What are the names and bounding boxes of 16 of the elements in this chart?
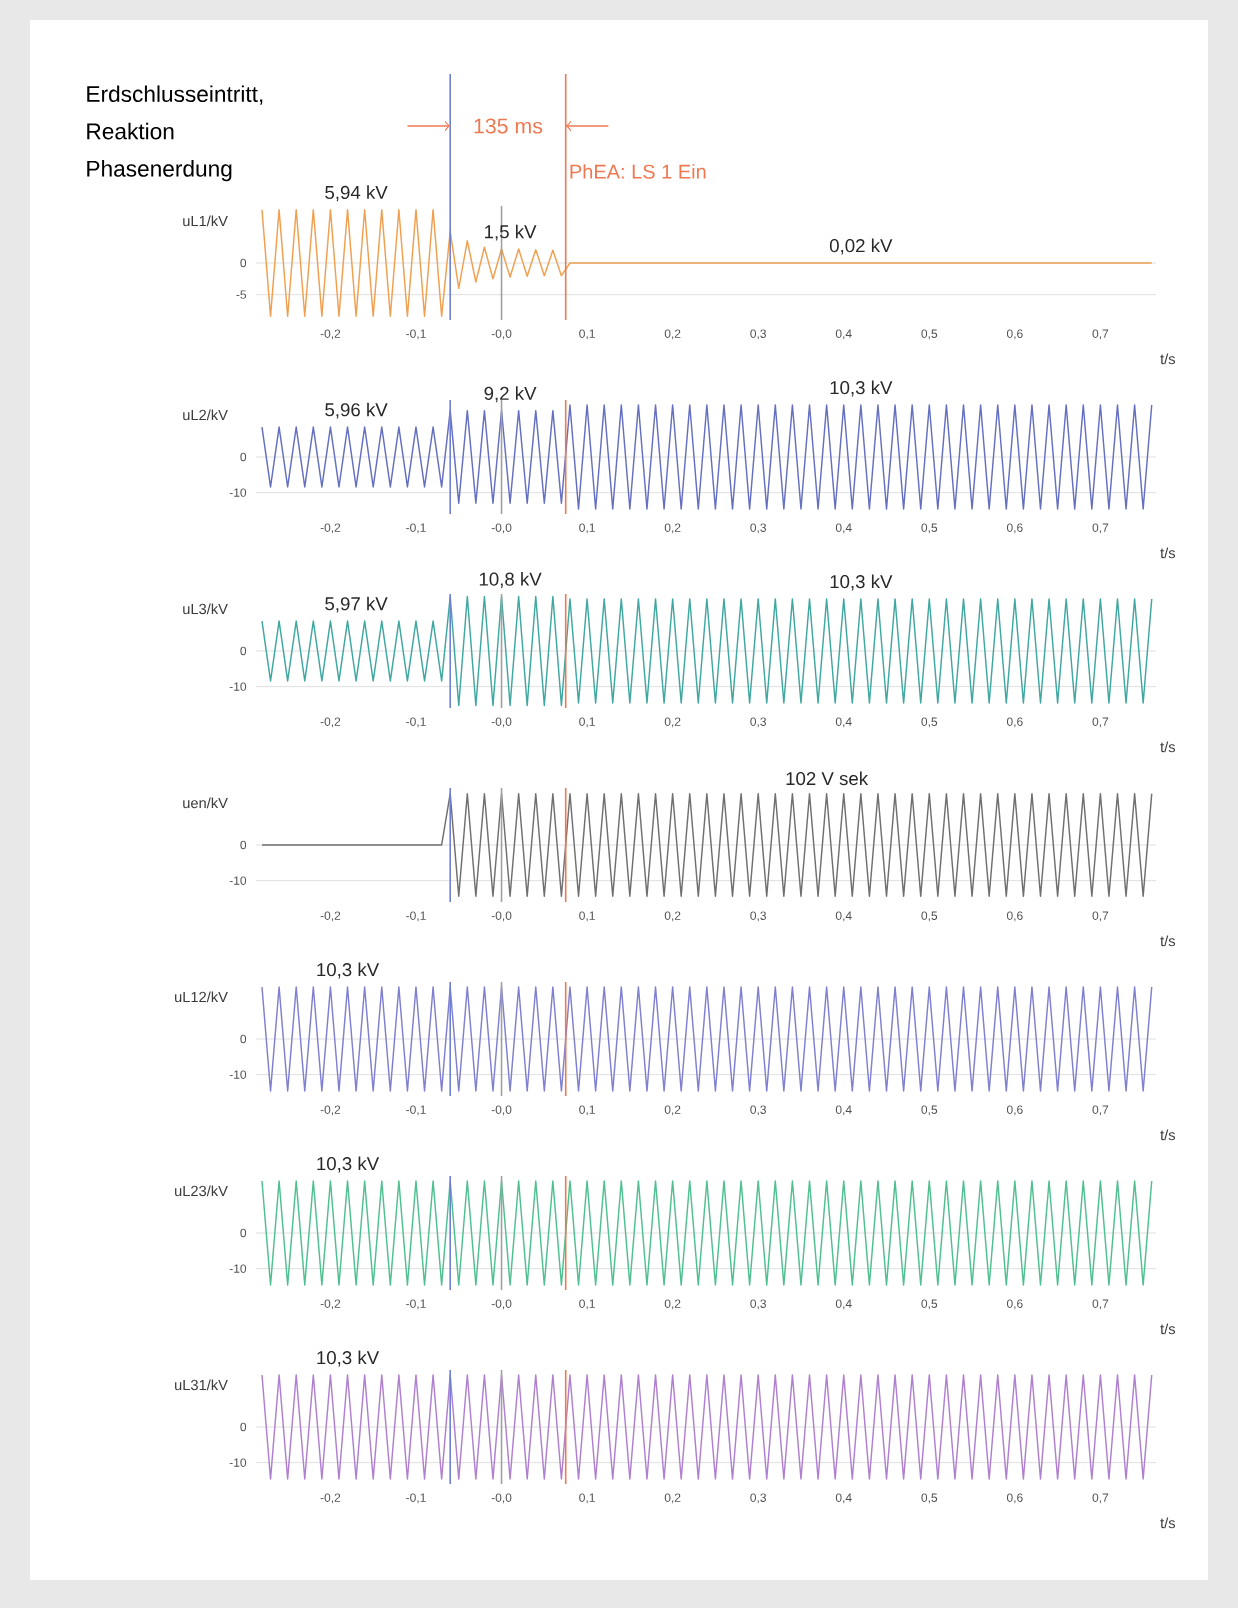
annotation: 5,96 kV xyxy=(325,402,388,419)
ref-line-label: PhEA: LS 1 Ein xyxy=(570,164,706,179)
annotation: 9,2 kV xyxy=(484,386,537,403)
annotation: 5,94 kV xyxy=(325,185,388,202)
chart-title: Erdschlusseintritt, Reaktion Phasenerdung xyxy=(87,85,263,182)
annotation: 10,3 kV xyxy=(317,1156,380,1173)
annotation: 5,97 kV xyxy=(325,596,388,613)
annotation: 10,3 kV xyxy=(317,962,380,979)
text: 135 ms xyxy=(474,118,543,134)
annotation: 102 V sek xyxy=(786,771,869,786)
annotation: 0,02 kV xyxy=(829,238,893,255)
annotation: 10,3 kV xyxy=(830,380,893,397)
annotation: 10,8 kV xyxy=(479,572,542,588)
annotation: 1,5 kV xyxy=(485,224,537,241)
annotation: 10,3 kV xyxy=(317,1350,380,1367)
annotation: 10,3 kV xyxy=(830,574,893,591)
